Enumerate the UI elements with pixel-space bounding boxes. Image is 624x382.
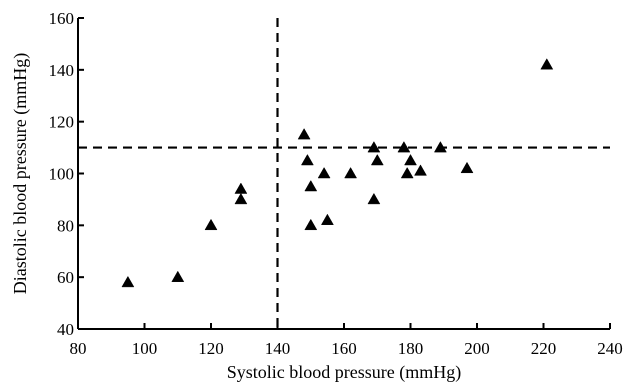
data-point-triangle (540, 58, 554, 70)
data-point-triangle (397, 141, 411, 153)
data-point-triangle (234, 182, 248, 194)
data-point-triangle (317, 166, 331, 179)
data-point-triangle (320, 213, 334, 225)
y-tick-label: 80 (57, 216, 74, 235)
x-tick-label: 240 (597, 339, 623, 358)
y-tick-label: 40 (57, 320, 74, 339)
axes-layer: 80 100 120 140 160 180 200 220 240 40 60 80 100 120 14… (49, 9, 623, 358)
y-tick-label: 100 (49, 165, 75, 184)
data-point-triangle (367, 192, 381, 205)
x-tick-label: 180 (398, 339, 424, 358)
data-point-triangle (460, 161, 474, 174)
y-axis-title: Diastolic blood pressure (mmHg) (10, 53, 31, 294)
x-tick-label: 100 (132, 339, 158, 358)
data-point-triangle (433, 141, 447, 153)
y-tick-label: 140 (49, 61, 75, 80)
x-tick-label: 200 (464, 339, 490, 358)
y-tick-label: 160 (49, 9, 75, 28)
data-point-triangle (367, 141, 381, 153)
y-tick-label: 120 (49, 113, 75, 132)
points-layer (121, 58, 554, 288)
x-tick-label: 120 (198, 339, 224, 358)
data-point-triangle (404, 153, 417, 166)
data-point-triangle (304, 218, 318, 231)
x-tick-label: 220 (531, 339, 557, 358)
data-point-triangle (304, 179, 318, 192)
y-tick-label: 60 (57, 268, 74, 287)
data-point-triangle (234, 192, 248, 205)
data-point-triangle (121, 275, 135, 288)
x-axis-title: Systolic blood pressure (mmHg) (227, 362, 461, 382)
data-point-triangle (414, 164, 427, 176)
data-point-triangle (400, 166, 414, 179)
data-point-triangle (171, 270, 185, 282)
data-point-triangle (204, 218, 218, 231)
x-tick-label: 160 (331, 339, 357, 358)
data-point-triangle (300, 153, 314, 166)
data-point-triangle (297, 128, 311, 140)
data-point-triangle (344, 166, 358, 179)
data-point-triangle (370, 153, 384, 166)
x-tick-label: 80 (70, 339, 87, 358)
reference-lines-layer (78, 18, 610, 329)
x-tick-label: 140 (265, 339, 291, 358)
